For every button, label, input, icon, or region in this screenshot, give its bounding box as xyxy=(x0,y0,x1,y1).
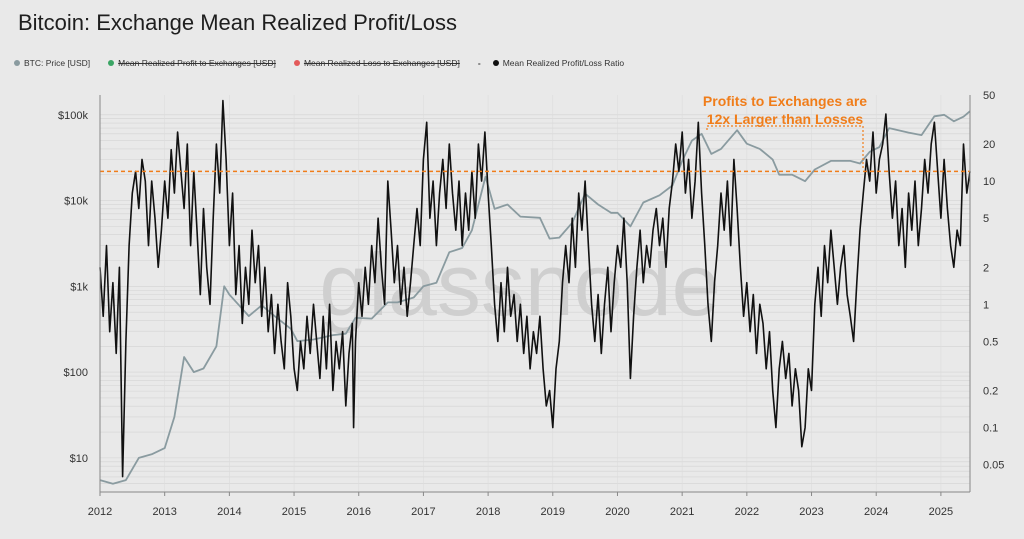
x-tick-label: 2023 xyxy=(799,506,823,518)
legend-item-profit[interactable]: Mean Realized Profit to Exchanges [USD] xyxy=(108,58,276,68)
x-tick-label: 2013 xyxy=(152,506,176,518)
y-right-tick-label: 50 xyxy=(983,90,995,102)
x-tick-label: 2016 xyxy=(346,506,370,518)
x-tick-label: 2015 xyxy=(282,506,306,518)
y-left-tick-label: $10k xyxy=(64,196,88,208)
y-right-tick-label: 5 xyxy=(983,213,989,225)
x-tick-label: 2024 xyxy=(864,506,888,518)
y-left-tick-label: $100 xyxy=(64,367,88,379)
x-tick-label: 2025 xyxy=(929,506,953,518)
legend-dot-profit xyxy=(108,60,115,66)
legend-dot-price xyxy=(14,60,20,66)
x-tick-label: 2021 xyxy=(670,506,694,518)
x-tick-label: 2019 xyxy=(541,506,565,518)
series-layer xyxy=(99,99,971,485)
y-right-tick-label: 0.1 xyxy=(983,423,998,435)
legend-dot-ratio xyxy=(492,60,499,66)
grid xyxy=(99,95,970,493)
y-right-tick-label: 2 xyxy=(983,262,989,274)
annotation-bracket xyxy=(706,125,864,170)
series-line-price xyxy=(99,110,971,485)
legend-item-price[interactable]: BTC: Price [USD] xyxy=(14,58,90,68)
x-tick-label: 2020 xyxy=(605,506,629,518)
y-right-tick-label: 1 xyxy=(983,299,989,311)
annotation: Profits to Exchanges are 12x Larger than… xyxy=(703,93,867,170)
y-right-tick-label: 0.5 xyxy=(983,336,998,348)
y-left-tick-label: $100k xyxy=(58,110,88,122)
y-right-tick-label: 20 xyxy=(983,139,995,151)
x-tick-label: 2012 xyxy=(88,506,112,518)
legend-label-loss: Mean Realized Loss to Exchanges [USD] xyxy=(303,58,460,68)
y-left-tick-label: $1k xyxy=(70,281,88,293)
y-right-tick-label: 0.05 xyxy=(983,460,1004,472)
x-tick-label: 2018 xyxy=(476,506,500,518)
legend-label-ratio: Mean Realized Profit/Loss Ratio xyxy=(502,58,625,68)
legend-item-ratio[interactable]: - Mean Realized Profit/Loss Ratio xyxy=(478,58,624,68)
series-line-ratio xyxy=(99,99,971,478)
chart-title: Bitcoin: Exchange Mean Realized Profit/L… xyxy=(18,10,458,35)
axes: 2012 2013 2014 2015 2016 2017 2018 2019 2020 2021… xyxy=(58,90,1004,518)
x-tick-label: 2014 xyxy=(217,506,241,518)
legend-label-price: BTC: Price [USD] xyxy=(24,58,91,68)
y-right-tick-label: 0.2 xyxy=(983,385,998,397)
legend: BTC: Price [USD] Mean Realized Profit to… xyxy=(14,57,642,69)
legend-dash-icon: - xyxy=(477,58,481,68)
annotation-line-1: Profits to Exchanges are xyxy=(703,93,867,109)
legend-item-loss[interactable]: Mean Realized Loss to Exchanges [USD] xyxy=(293,58,460,68)
y-right-tick-label: 10 xyxy=(983,176,995,188)
x-tick-label: 2022 xyxy=(735,506,759,518)
x-tick-label: 2017 xyxy=(411,506,435,518)
annotation-line-2: 12x Larger than Losses xyxy=(707,111,864,127)
legend-dot-loss xyxy=(293,60,300,66)
y-left-tick-label: $10 xyxy=(70,453,88,465)
legend-label-profit: Mean Realized Profit to Exchanges [USD] xyxy=(118,58,276,68)
